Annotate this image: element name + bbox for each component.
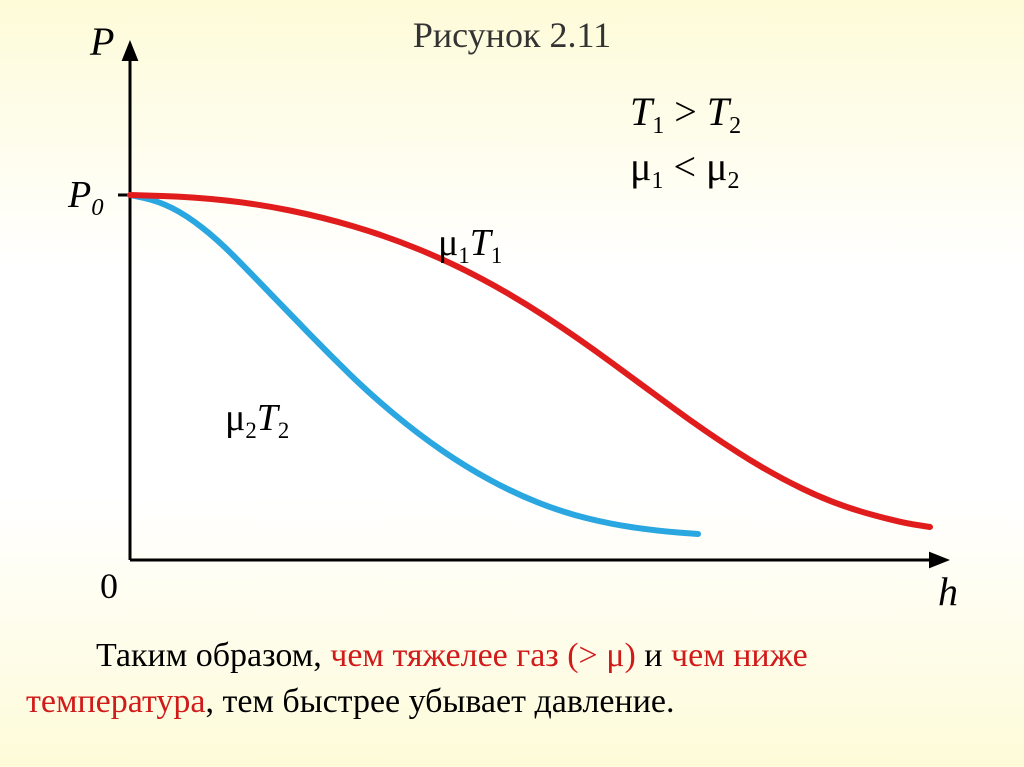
caption-part1: Таким образом, xyxy=(96,637,330,674)
svg-text:T1 > T2: T1 > T2 xyxy=(630,89,741,139)
svg-text:μ1 < μ2: μ1 < μ2 xyxy=(630,144,739,194)
svg-text:μ1T1: μ1T1 xyxy=(438,222,502,268)
caption-text: Таким образом, чем тяжелее газ (> μ) и ч… xyxy=(0,633,1024,725)
svg-text:P0: P0 xyxy=(67,174,104,221)
svg-text:P: P xyxy=(89,19,114,64)
pressure-vs-height-chart: P0 0 Ph T1 > T2μ1 < μ2 μ1T1 μ2T2 xyxy=(0,0,1024,630)
svg-text:μ2T2: μ2T2 xyxy=(225,397,289,443)
caption-part2: , тем быстрее убывает давление. xyxy=(205,683,674,720)
caption-red1: чем тяжелее газ (> μ) xyxy=(330,637,636,674)
svg-text:h: h xyxy=(938,569,958,614)
svg-text:0: 0 xyxy=(100,566,118,606)
caption-mid: и xyxy=(636,637,671,674)
